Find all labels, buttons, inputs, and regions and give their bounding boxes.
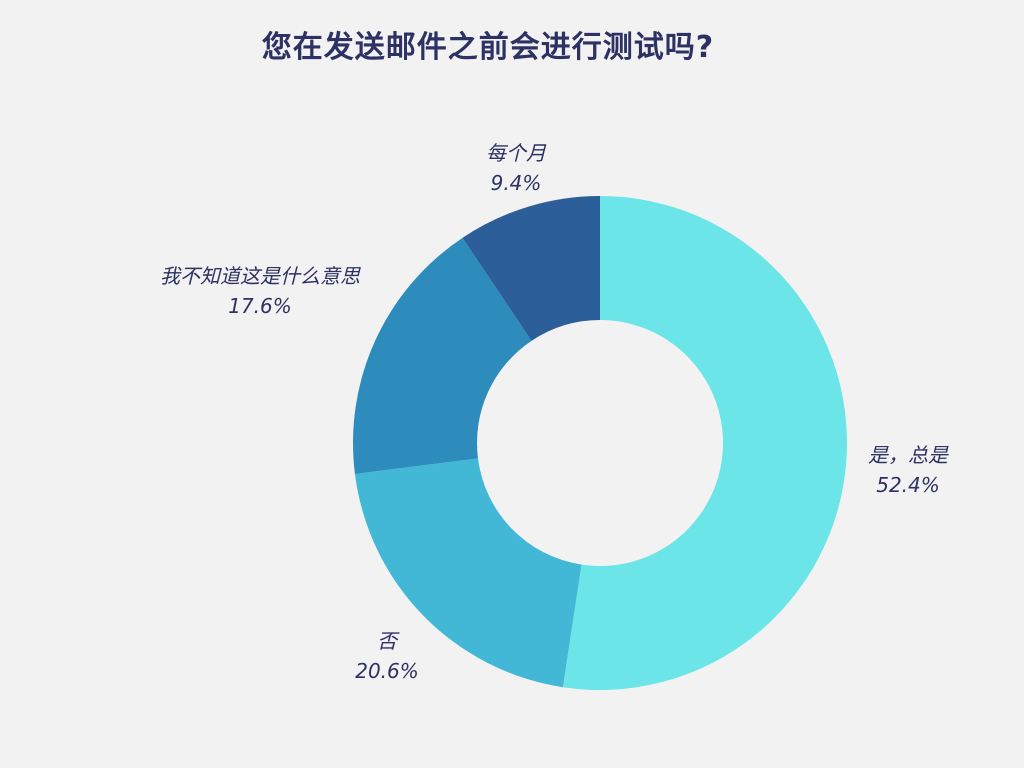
- slice-value-label-1: 20.6%: [355, 659, 419, 683]
- slice-1: [354, 458, 582, 688]
- slice-value-label-2: 17.6%: [228, 294, 292, 318]
- slice-label-3: 每个月: [486, 141, 547, 165]
- chart-title: 您在发送邮件之前会进行测试吗?: [261, 30, 715, 65]
- slice-2: [353, 237, 532, 474]
- slice-label-2: 我不知道这是什么意思: [160, 264, 361, 288]
- slice-label-1: 否: [377, 629, 400, 653]
- slice-value-label-3: 9.4%: [491, 171, 542, 195]
- slice-value-label-0: 52.4%: [876, 473, 940, 497]
- slices-group: [353, 196, 848, 690]
- labels-group: 是，总是 52.4% 否 20.6% 我不知道这是什么意思 17.6% 每个月 9.4%: [160, 141, 949, 683]
- slice-label-0: 是，总是: [868, 443, 949, 467]
- slice-3: [462, 196, 600, 341]
- slice-0: [562, 196, 848, 690]
